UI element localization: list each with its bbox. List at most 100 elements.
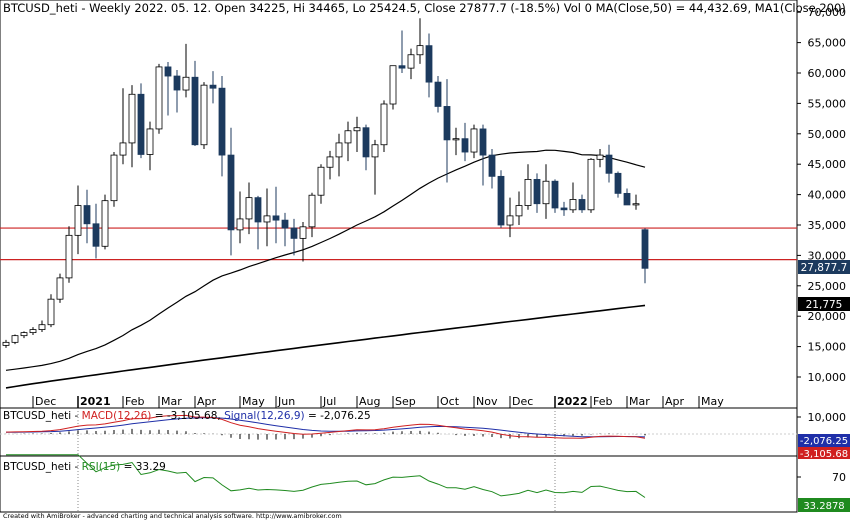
candle-body	[353, 127, 361, 132]
x-tick-label: Apr	[197, 395, 217, 408]
x-tick-label: Mar	[161, 395, 182, 408]
x-tick-label: Jul	[322, 395, 336, 408]
candle	[65, 226, 73, 283]
candle	[416, 18, 424, 64]
candle	[173, 69, 181, 113]
candle-body	[443, 106, 451, 141]
y-tick-label: 20,000	[808, 310, 847, 323]
candle-body	[29, 329, 37, 334]
y-tick-label: 50,000	[808, 128, 847, 141]
candle	[461, 122, 469, 162]
candle-body	[452, 138, 460, 141]
macd-pane-frame	[0, 407, 798, 457]
x-tick-label: Dec	[512, 395, 533, 408]
x-tick-label: Feb	[125, 395, 144, 408]
candle	[326, 150, 334, 180]
header-close: Close 27877.7 (-18.5%)	[424, 1, 560, 15]
candle	[164, 62, 172, 116]
rsi-pane-frame	[0, 455, 798, 513]
candle-body	[560, 207, 568, 211]
candle-body	[488, 154, 496, 177]
rsi-badge-text: 33.2878	[803, 501, 844, 512]
candle-body	[47, 298, 55, 326]
macd-tick-label: 10,000	[808, 411, 847, 424]
candle	[335, 133, 343, 177]
rsi-name: RSI(15)	[82, 461, 121, 473]
candle	[398, 30, 406, 73]
ma200-badge: 21,775	[798, 297, 850, 311]
candle	[146, 121, 154, 171]
rsi-line	[6, 454, 646, 498]
candle-body	[146, 128, 154, 155]
y-tick-label: 10,000	[808, 371, 847, 384]
y-tick-label: 15,000	[808, 341, 847, 354]
candle-body	[65, 234, 73, 279]
x-tick-label: Apr	[665, 395, 685, 408]
candle	[344, 121, 352, 162]
candle-body	[191, 76, 199, 146]
candle-body	[299, 226, 307, 239]
candle	[443, 79, 451, 183]
candle	[479, 124, 487, 186]
macd-symbol: BTCUSD_heti	[3, 410, 71, 422]
candle	[434, 76, 442, 113]
candle-body	[254, 197, 262, 223]
candle	[182, 43, 190, 98]
candle-body	[119, 142, 127, 156]
y-tick-label: 65,000	[808, 37, 847, 50]
candle-body	[227, 154, 235, 231]
x-tick-label: Mar	[629, 395, 650, 408]
candle	[497, 170, 505, 229]
x-tick-label: Oct	[440, 395, 460, 408]
candle	[128, 85, 136, 168]
candle-body	[623, 192, 631, 206]
candle	[632, 194, 640, 210]
candle	[101, 194, 109, 250]
candlesticks	[2, 18, 649, 348]
candle	[38, 320, 46, 333]
candle-body	[515, 205, 523, 217]
signal-badge-text: -2,076.25	[800, 436, 848, 447]
signal-badge: -2,076.25	[798, 434, 850, 447]
candle-body	[83, 205, 91, 225]
candle-body	[551, 180, 559, 209]
candle-body	[245, 197, 253, 220]
candle	[605, 144, 613, 183]
candle-body	[281, 219, 289, 229]
candle	[74, 185, 82, 255]
candle	[83, 189, 91, 244]
candle-body	[20, 332, 28, 337]
candle	[155, 63, 163, 134]
header-period: Weekly	[89, 1, 131, 15]
period-separators	[77, 408, 556, 512]
candle-body	[137, 93, 145, 155]
candle-body	[335, 142, 343, 158]
candle	[245, 182, 253, 235]
x-tick-label: Jun	[277, 395, 295, 408]
candle-body	[578, 199, 586, 211]
candle-body	[497, 175, 505, 226]
candle-body	[263, 215, 271, 223]
candle-body	[407, 54, 415, 69]
signal-name: Signal(12,26,9)	[224, 410, 305, 422]
candle-body	[380, 103, 388, 146]
candle-body	[173, 75, 181, 91]
candle	[587, 158, 595, 213]
candle-body	[290, 227, 298, 239]
candle-body	[92, 223, 100, 247]
close-price-badge: 27,877.7	[798, 260, 850, 274]
candle	[191, 60, 199, 146]
header-vol: Vol 0	[564, 1, 592, 15]
candle-body	[434, 81, 442, 107]
candle	[218, 76, 226, 177]
header-high: Hi 34465	[293, 1, 345, 15]
candle	[56, 273, 64, 303]
signal-value: = -2,076.25	[308, 410, 371, 422]
candle	[110, 152, 118, 207]
y-tick-label: 25,000	[808, 280, 847, 293]
y-tick-label: 60,000	[808, 67, 847, 80]
candle-body	[11, 335, 19, 343]
candle-body	[272, 215, 280, 221]
macd-line	[5, 414, 646, 439]
candle-body	[317, 166, 325, 196]
